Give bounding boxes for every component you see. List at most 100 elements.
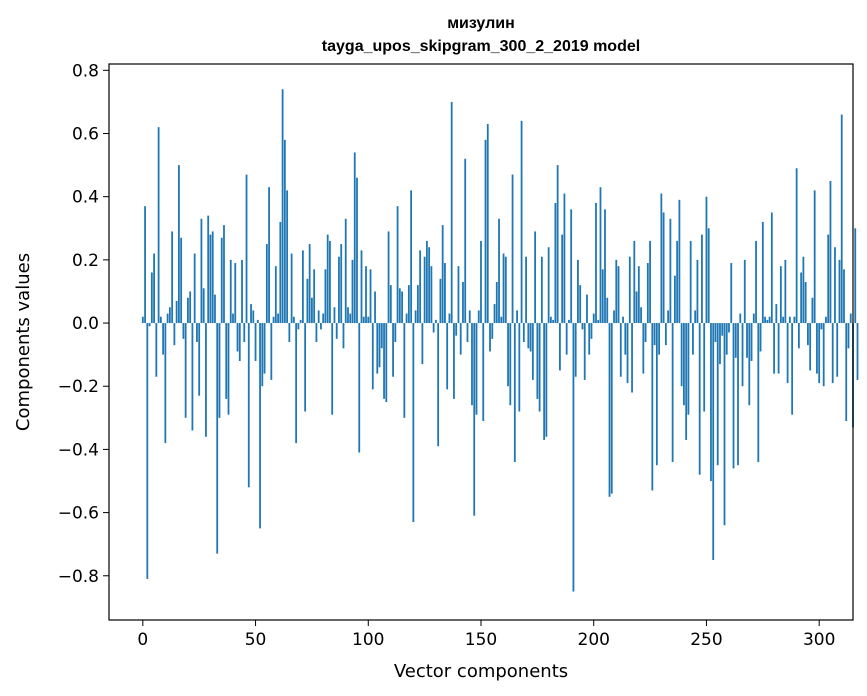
bar [396, 206, 399, 324]
bar [719, 323, 721, 365]
y-tick-label: 0.6 [72, 125, 99, 145]
bar [565, 323, 568, 355]
bar [570, 209, 573, 324]
bar [444, 263, 446, 324]
bar [834, 247, 836, 324]
bar [184, 323, 187, 418]
bar [315, 323, 318, 342]
bar [809, 323, 812, 371]
bar [177, 165, 180, 324]
bar [577, 259, 579, 324]
bar [502, 253, 505, 324]
bar [608, 323, 611, 497]
bar [660, 193, 663, 324]
bar [849, 313, 852, 324]
bar [157, 127, 160, 324]
bar [274, 266, 277, 324]
bar [263, 323, 266, 374]
bar [818, 323, 821, 384]
bar [615, 259, 618, 324]
bar [723, 323, 726, 526]
bar [624, 323, 627, 355]
bar [628, 256, 631, 324]
bar [797, 323, 800, 349]
bar [207, 215, 210, 324]
bar [606, 297, 609, 324]
bar [534, 231, 537, 324]
bar [637, 266, 640, 324]
bar [750, 323, 753, 361]
x-tick-label: 50 [245, 630, 267, 650]
bar [822, 323, 825, 387]
bar [838, 259, 841, 324]
bar [292, 316, 295, 324]
bar [658, 323, 661, 355]
bar [439, 278, 442, 324]
bar [220, 237, 223, 324]
bar [191, 323, 194, 431]
bar [779, 266, 782, 324]
bar [326, 234, 329, 324]
bar [622, 316, 624, 324]
bar [784, 259, 787, 324]
bar [680, 323, 683, 387]
x-tick-label: 300 [803, 630, 835, 650]
bar [146, 323, 149, 579]
bar [552, 319, 555, 324]
bar [313, 269, 316, 324]
bar [437, 323, 440, 447]
bar [538, 323, 541, 412]
bar [457, 266, 460, 324]
bar [619, 323, 622, 377]
bar [509, 323, 512, 406]
bar [367, 316, 370, 324]
bar [642, 323, 645, 374]
bar [518, 323, 521, 412]
bar [701, 234, 703, 324]
bar [416, 285, 419, 324]
bar [601, 269, 604, 324]
bar [856, 323, 859, 380]
bar [516, 310, 518, 324]
bar [651, 323, 654, 491]
bar [446, 323, 449, 390]
bar [333, 307, 336, 324]
bar [290, 253, 293, 324]
bar [786, 323, 789, 384]
bar [770, 212, 773, 324]
bar [527, 323, 530, 349]
bar [669, 218, 672, 324]
bar [581, 323, 584, 330]
x-tick-label: 250 [690, 630, 722, 650]
bar [504, 256, 507, 324]
bar [475, 323, 478, 415]
bar [597, 319, 600, 324]
bar [175, 300, 178, 324]
bar [689, 240, 692, 324]
bar [286, 190, 289, 324]
bar [428, 247, 431, 324]
bar [768, 316, 771, 324]
bar [342, 323, 345, 349]
bar [317, 310, 320, 324]
bar [816, 323, 818, 374]
bar [473, 323, 476, 516]
bar [802, 256, 805, 324]
y-tick-label: −0.8 [58, 567, 99, 587]
bar [182, 323, 185, 339]
bar [401, 291, 403, 324]
bar [845, 323, 848, 421]
bar [394, 323, 397, 342]
bar [703, 323, 706, 412]
bar [633, 240, 636, 324]
bar [840, 114, 843, 324]
bar [710, 323, 712, 481]
bar [331, 323, 334, 415]
bar [685, 323, 688, 440]
bar [807, 323, 809, 346]
plot-frame [108, 63, 854, 621]
bar [311, 297, 313, 324]
x-tick-label: 200 [578, 630, 610, 650]
bar [761, 221, 764, 324]
y-tick-label: 0.2 [72, 251, 99, 271]
